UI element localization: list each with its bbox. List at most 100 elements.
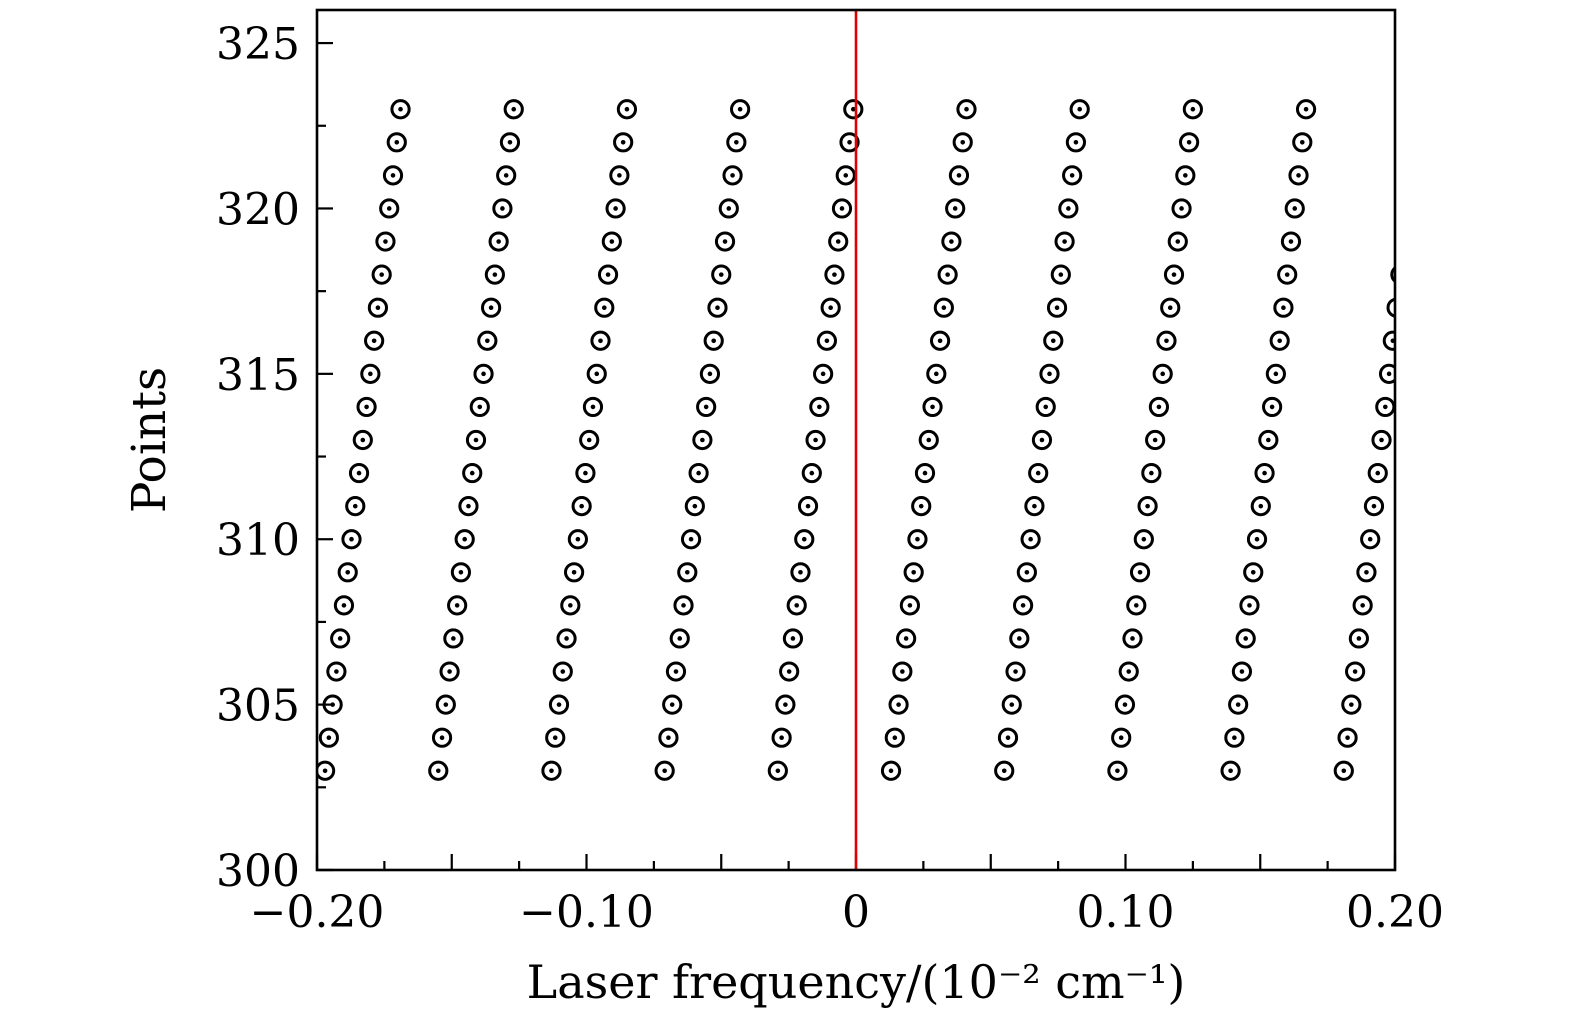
- data-point-ring: [477, 330, 498, 351]
- data-point: [941, 231, 962, 252]
- data-point-ring: [813, 363, 834, 384]
- data-point-ring: [1179, 132, 1200, 153]
- data-point-dot: [1232, 735, 1237, 740]
- data-point: [714, 231, 736, 252]
- data-point: [1145, 429, 1166, 451]
- data-point: [1039, 363, 1060, 384]
- data-point-dot: [1009, 702, 1015, 707]
- data-point-ring: [1273, 297, 1294, 318]
- data-point-ring: [884, 727, 905, 748]
- data-point-dot: [681, 603, 686, 608]
- data-point: [590, 330, 611, 351]
- data-point-ring: [564, 562, 585, 583]
- data-point-ring: [390, 99, 411, 120]
- data-point-dot: [952, 206, 958, 211]
- data-point-dot: [1379, 437, 1384, 443]
- data-point-dot: [798, 570, 803, 575]
- data-point-dot: [609, 239, 615, 244]
- data-point: [1273, 297, 1294, 318]
- data-point-ring: [545, 727, 566, 748]
- data-point-ring: [692, 429, 713, 451]
- data-point: [548, 694, 570, 715]
- data-point-dot: [922, 470, 928, 476]
- data-point-ring: [684, 496, 705, 517]
- data-point: [1367, 462, 1388, 484]
- data-point-dot: [1250, 570, 1256, 575]
- data-point-ring: [318, 727, 339, 748]
- data-point-ring: [824, 264, 845, 285]
- data-point: [711, 264, 732, 285]
- data-point-ring: [1371, 429, 1392, 451]
- data-point-dot: [1137, 570, 1143, 575]
- data-point-dot: [601, 305, 607, 310]
- data-point-ring: [797, 496, 819, 517]
- data-point-dot: [801, 536, 807, 542]
- data-point: [1390, 266, 1395, 284]
- y-tick-label: 310: [216, 515, 300, 566]
- data-point: [767, 760, 788, 781]
- data-point-ring: [899, 595, 921, 616]
- data-point-ring: [896, 628, 917, 649]
- data-point: [1175, 165, 1196, 186]
- data-point: [616, 99, 638, 120]
- data-point-ring: [1333, 760, 1354, 781]
- data-point-dot: [485, 338, 490, 344]
- data-point-ring: [1167, 231, 1188, 252]
- data-point-dot: [775, 768, 781, 774]
- data-point-dot: [1069, 173, 1075, 178]
- x-axis-tick-labels: −0.20 −0.10 0 0.10 0.20: [250, 887, 1444, 938]
- data-point-ring: [1284, 198, 1305, 219]
- data-point: [1129, 562, 1151, 583]
- data-point-dot: [590, 404, 596, 410]
- data-point-dot: [1183, 173, 1188, 178]
- data-point-ring: [665, 661, 687, 682]
- data-point-dot: [345, 570, 351, 575]
- data-point-ring: [782, 628, 804, 649]
- data-point-ring: [730, 99, 751, 120]
- data-point-dot: [583, 470, 588, 476]
- data-point-dot: [360, 437, 366, 443]
- data-point-dot: [443, 702, 449, 707]
- data-point: [1050, 264, 1071, 285]
- y-tick-label: 325: [216, 19, 300, 70]
- data-point: [1133, 529, 1154, 550]
- data-point-dot: [832, 272, 837, 277]
- data-point-dot: [549, 768, 554, 774]
- data-point: [1220, 760, 1241, 781]
- data-point-ring: [809, 396, 830, 418]
- data-point-ring: [322, 694, 343, 715]
- data-point-ring: [1156, 330, 1177, 351]
- data-point-ring: [1337, 727, 1358, 748]
- data-point-dot: [903, 636, 909, 641]
- data-point: [839, 132, 860, 153]
- data-point-dot: [892, 735, 898, 740]
- data-point-dot: [794, 603, 800, 608]
- data-point-dot: [1269, 404, 1275, 410]
- data-point-dot: [1020, 603, 1026, 608]
- data-point: [326, 661, 347, 682]
- data-point-ring: [880, 760, 902, 781]
- data-point-dot: [1024, 570, 1030, 575]
- data-point-dot: [568, 603, 573, 608]
- data-point: [469, 396, 490, 418]
- data-point: [488, 231, 509, 252]
- x-tick-label: 0.10: [1077, 887, 1175, 938]
- data-point-ring: [801, 462, 822, 484]
- data-point-dot: [1303, 106, 1309, 112]
- data-point: [1152, 363, 1173, 384]
- data-point: [1114, 694, 1136, 715]
- data-point-ring: [907, 529, 928, 550]
- data-point-dot: [824, 338, 830, 344]
- data-point-ring: [556, 628, 577, 649]
- data-point: [564, 562, 585, 583]
- data-point-ring: [669, 628, 690, 649]
- data-point: [907, 529, 928, 550]
- x-tick-label: 0.20: [1346, 887, 1444, 938]
- data-point-ring: [1280, 231, 1302, 252]
- data-point: [348, 462, 370, 484]
- data-point-ring: [431, 727, 453, 748]
- data-point: [1356, 562, 1377, 583]
- data-point: [605, 198, 626, 219]
- data-point: [352, 429, 373, 451]
- data-point-ring: [1054, 231, 1075, 252]
